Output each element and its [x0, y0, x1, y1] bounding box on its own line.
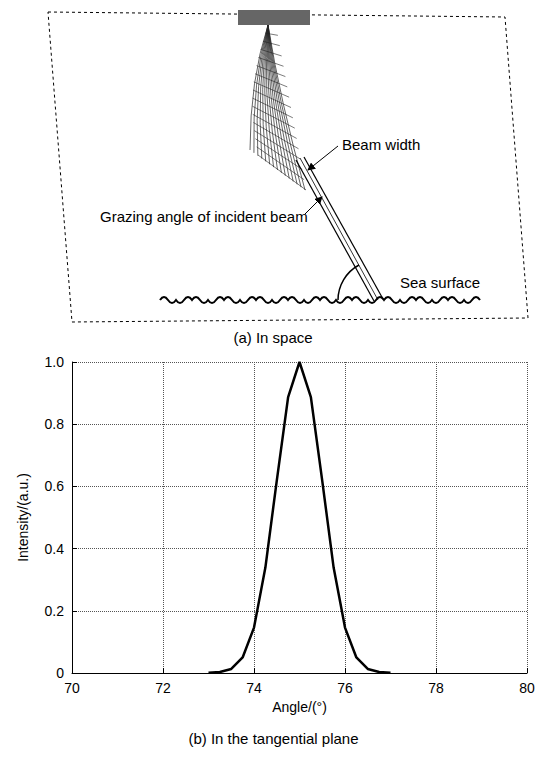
svg-text:0.8: 0.8 [45, 416, 65, 432]
svg-text:70: 70 [64, 680, 80, 696]
svg-text:Grazing angle of incident beam: Grazing angle of incident beam [100, 208, 308, 225]
svg-text:1.0: 1.0 [45, 354, 65, 370]
svg-text:Intensity/(a.u.): Intensity/(a.u.) [15, 473, 31, 562]
svg-text:Angle/(°): Angle/(°) [272, 699, 327, 715]
svg-text:Sea surface: Sea surface [400, 274, 480, 291]
svg-text:78: 78 [428, 680, 444, 696]
svg-text:0.2: 0.2 [45, 603, 65, 619]
svg-text:72: 72 [155, 680, 171, 696]
svg-text:0.4: 0.4 [45, 541, 65, 557]
svg-text:80: 80 [519, 680, 535, 696]
svg-text:76: 76 [337, 680, 353, 696]
svg-text:(b) In the tangential plane: (b) In the tangential plane [188, 730, 358, 747]
svg-text:74: 74 [246, 680, 262, 696]
svg-text:0: 0 [56, 665, 64, 681]
svg-text:Beam width: Beam width [342, 136, 420, 153]
svg-text:0.6: 0.6 [45, 478, 65, 494]
svg-text:(a) In space: (a) In space [233, 329, 312, 346]
